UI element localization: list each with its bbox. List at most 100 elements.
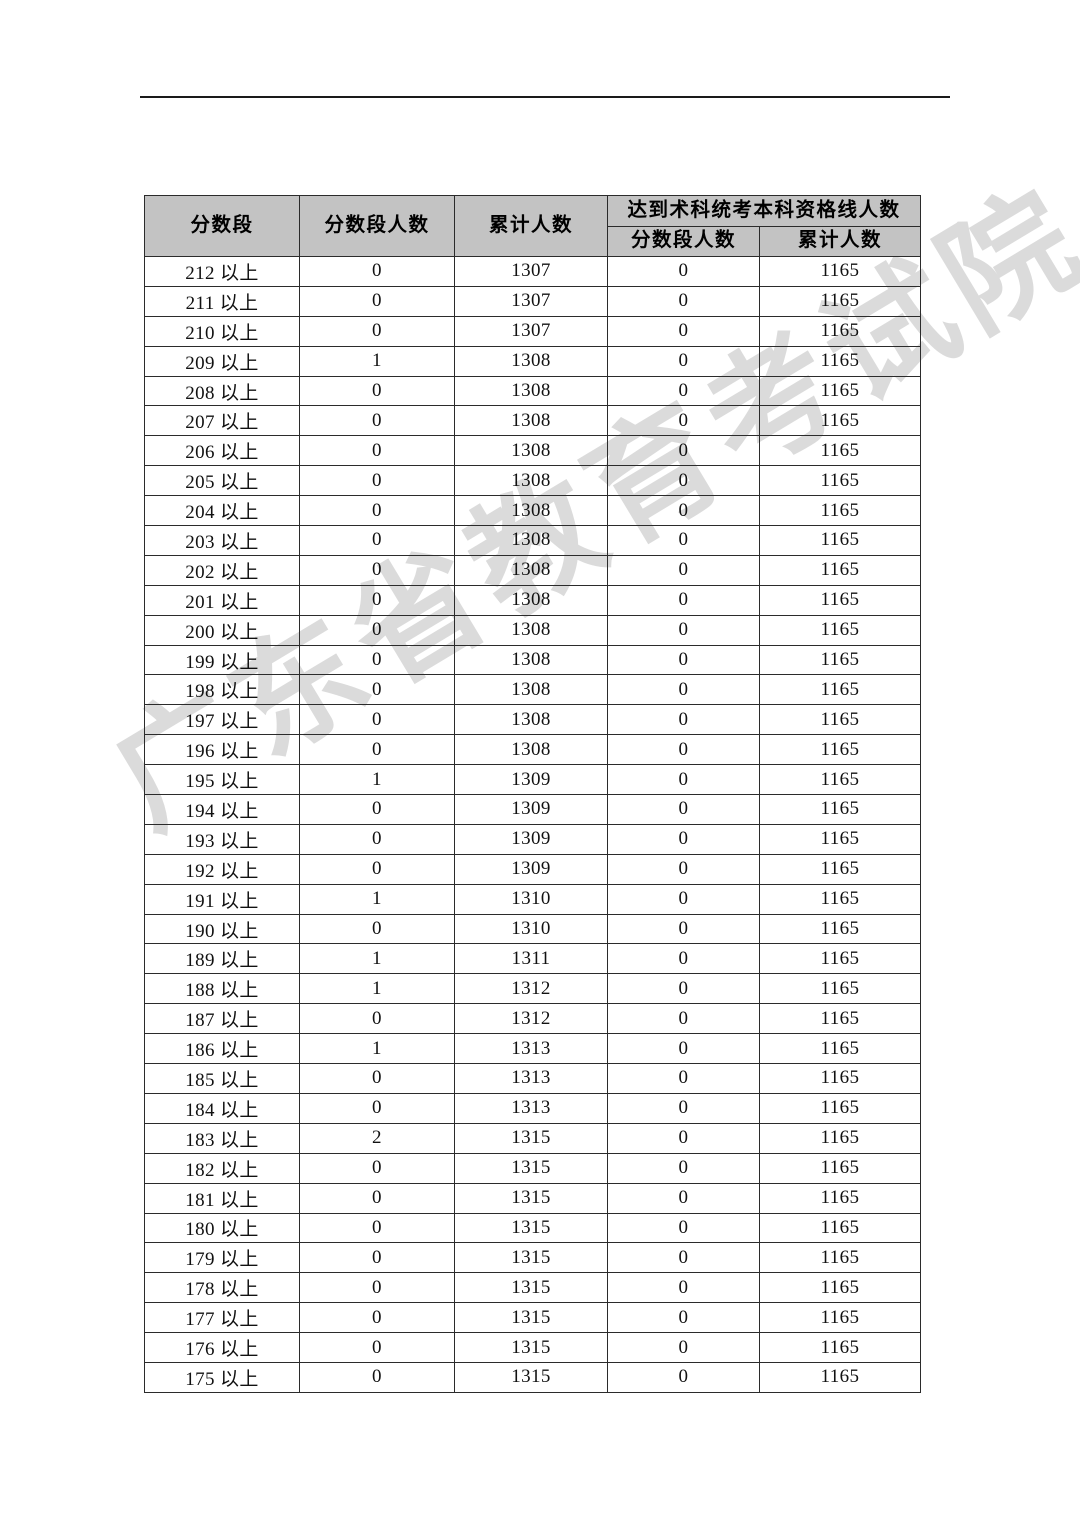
table-row: 212 以上 0 1307 0 1165 bbox=[144, 256, 922, 287]
cell-qualified-band-count: 0 bbox=[607, 614, 760, 646]
table-row: 188 以上 1 1312 0 1165 bbox=[144, 973, 922, 1005]
cell-qualified-cumulative: 1165 bbox=[758, 256, 922, 287]
cell-band-count: 0 bbox=[299, 315, 455, 347]
band-suffix: 以上 bbox=[219, 890, 259, 912]
cell-cumulative-count: 1315 bbox=[454, 1361, 608, 1393]
table-row: 205 以上 0 1308 0 1165 bbox=[144, 465, 922, 497]
header-row-secondary: 分数段人数 累计人数 bbox=[145, 226, 922, 257]
table-row: 195 以上 1 1309 0 1165 bbox=[144, 764, 922, 796]
cell-score-band: 205 以上 bbox=[144, 465, 300, 497]
cell-cumulative-count: 1313 bbox=[454, 1033, 608, 1065]
cell-qualified-cumulative: 1165 bbox=[758, 584, 922, 616]
cell-score-band: 196 以上 bbox=[144, 734, 300, 766]
cell-qualified-cumulative: 1165 bbox=[758, 1182, 922, 1214]
table-row: 185 以上 0 1313 0 1165 bbox=[144, 1063, 922, 1094]
cell-band-count: 0 bbox=[299, 823, 455, 855]
cell-band-count: 0 bbox=[299, 1332, 455, 1363]
cell-score-band: 198 以上 bbox=[144, 674, 300, 706]
band-suffix: 以上 bbox=[219, 830, 259, 852]
cell-qualified-cumulative: 1165 bbox=[758, 1033, 922, 1065]
table-row: 183 以上 2 1315 0 1165 bbox=[144, 1122, 922, 1154]
cell-score-band: 210 以上 bbox=[144, 315, 300, 347]
band-suffix: 以上 bbox=[219, 741, 259, 763]
cell-score-band: 183 以上 bbox=[144, 1122, 300, 1154]
cell-score-band: 184 以上 bbox=[144, 1092, 300, 1124]
cell-qualified-band-count: 0 bbox=[607, 704, 760, 736]
cell-score-band: 181 以上 bbox=[144, 1182, 300, 1214]
cell-band-count: 1 bbox=[299, 1033, 455, 1065]
cell-qualified-cumulative: 1165 bbox=[758, 704, 922, 736]
cell-qualified-band-count: 0 bbox=[607, 1003, 760, 1035]
page-header-rule bbox=[140, 96, 950, 98]
cell-score-band: 180 以上 bbox=[144, 1212, 300, 1244]
cell-score-band: 175 以上 bbox=[144, 1361, 300, 1393]
cell-qualified-cumulative: 1165 bbox=[758, 315, 922, 347]
cell-score-band: 188 以上 bbox=[144, 973, 300, 1005]
table-row: 199 以上 0 1308 0 1165 bbox=[144, 644, 922, 676]
cell-score-band: 192 以上 bbox=[144, 853, 300, 885]
cell-qualified-cumulative: 1165 bbox=[758, 674, 922, 706]
cell-score-band: 209 以上 bbox=[144, 345, 300, 377]
table-row: 204 以上 0 1308 0 1165 bbox=[144, 495, 922, 527]
cell-qualified-cumulative: 1165 bbox=[758, 554, 922, 586]
cell-qualified-cumulative: 1165 bbox=[758, 285, 922, 317]
cell-band-count: 0 bbox=[299, 1152, 455, 1184]
cell-cumulative-count: 1310 bbox=[454, 883, 608, 915]
table-row: 196 以上 0 1308 0 1165 bbox=[144, 734, 922, 766]
band-suffix: 以上 bbox=[219, 1219, 259, 1241]
band-suffix: 以上 bbox=[219, 860, 259, 882]
cell-qualified-cumulative: 1165 bbox=[758, 1152, 922, 1184]
cell-score-band: 185 以上 bbox=[144, 1063, 300, 1094]
cell-score-band: 194 以上 bbox=[144, 794, 300, 825]
band-suffix: 以上 bbox=[219, 292, 259, 314]
cell-cumulative-count: 1307 bbox=[454, 315, 608, 347]
cell-score-band: 203 以上 bbox=[144, 525, 300, 556]
table-row: 198 以上 0 1308 0 1165 bbox=[144, 674, 922, 706]
cell-band-count: 0 bbox=[299, 375, 455, 407]
table-row: 180 以上 0 1315 0 1165 bbox=[144, 1212, 922, 1244]
cell-qualified-band-count: 0 bbox=[607, 1092, 760, 1124]
cell-band-count: 1 bbox=[299, 883, 455, 915]
cell-qualified-band-count: 0 bbox=[607, 256, 760, 287]
band-suffix: 以上 bbox=[219, 1309, 259, 1331]
cell-qualified-band-count: 0 bbox=[607, 285, 760, 317]
cell-qualified-band-count: 0 bbox=[607, 315, 760, 347]
cell-cumulative-count: 1309 bbox=[454, 853, 608, 885]
band-suffix: 以上 bbox=[219, 980, 259, 1002]
cell-cumulative-count: 1308 bbox=[454, 525, 608, 556]
table-row: 208 以上 0 1308 0 1165 bbox=[144, 375, 922, 407]
cell-band-count: 0 bbox=[299, 853, 455, 885]
cell-qualified-cumulative: 1165 bbox=[758, 1122, 922, 1154]
cell-band-count: 0 bbox=[299, 495, 455, 527]
cell-cumulative-count: 1315 bbox=[454, 1302, 608, 1334]
cell-qualified-band-count: 0 bbox=[607, 883, 760, 915]
cell-qualified-band-count: 0 bbox=[607, 1152, 760, 1184]
cell-cumulative-count: 1308 bbox=[454, 375, 608, 407]
cell-band-count: 0 bbox=[299, 525, 455, 556]
cell-qualified-cumulative: 1165 bbox=[758, 435, 922, 467]
cell-qualified-band-count: 0 bbox=[607, 375, 760, 407]
cell-qualified-band-count: 0 bbox=[607, 644, 760, 676]
cell-qualified-band-count: 0 bbox=[607, 495, 760, 527]
cell-qualified-band-count: 0 bbox=[607, 1332, 760, 1363]
cell-score-band: 179 以上 bbox=[144, 1242, 300, 1274]
cell-cumulative-count: 1315 bbox=[454, 1272, 608, 1304]
cell-band-count: 1 bbox=[299, 764, 455, 796]
cell-qualified-cumulative: 1165 bbox=[758, 375, 922, 407]
cell-qualified-band-count: 0 bbox=[607, 1302, 760, 1334]
table-row: 179 以上 0 1315 0 1165 bbox=[144, 1242, 922, 1274]
cell-score-band: 193 以上 bbox=[144, 823, 300, 855]
band-suffix: 以上 bbox=[219, 1249, 259, 1271]
cell-qualified-cumulative: 1165 bbox=[758, 465, 922, 497]
cell-band-count: 0 bbox=[299, 405, 455, 437]
score-distribution-table-container: 分数段 分数段人数 累计人数 达到术科统考本科资格线人数 分数段人数 累计人数 … bbox=[144, 195, 922, 1393]
band-suffix: 以上 bbox=[219, 322, 259, 344]
cell-qualified-band-count: 0 bbox=[607, 1182, 760, 1214]
band-suffix: 以上 bbox=[219, 472, 259, 494]
table-row: 200 以上 0 1308 0 1165 bbox=[144, 614, 922, 646]
header-qualified-band-count: 分数段人数 bbox=[607, 226, 760, 257]
cell-score-band: 177 以上 bbox=[144, 1302, 300, 1334]
table-row: 197 以上 0 1308 0 1165 bbox=[144, 704, 922, 736]
cell-qualified-cumulative: 1165 bbox=[758, 1092, 922, 1124]
band-suffix: 以上 bbox=[219, 621, 259, 643]
